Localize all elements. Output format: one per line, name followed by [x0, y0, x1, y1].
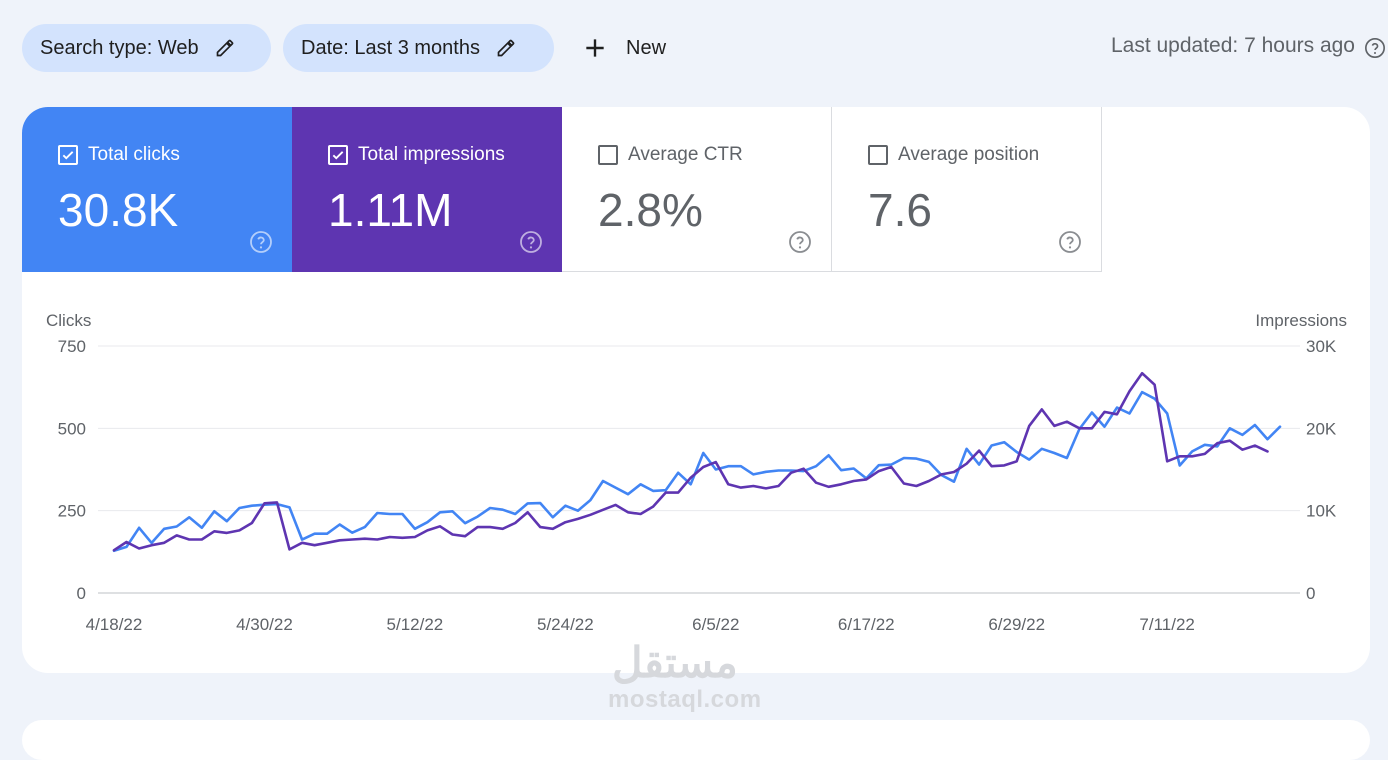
metric-value: 7.6	[868, 184, 932, 236]
metric-label: Total impressions	[358, 144, 505, 165]
metric-average-position[interactable]: Average position 7.6	[832, 107, 1102, 272]
y-tick-right: 0	[1306, 584, 1315, 603]
metric-value: 1.11M	[328, 184, 453, 236]
watermark-text: mostaql.com	[608, 686, 762, 713]
help-icon[interactable]	[788, 230, 812, 259]
performance-card: 750 30K 500 20K 250 10K 0 0 4/18/22 4/30/22 5/12/2…	[22, 107, 1370, 673]
metric-average-ctr[interactable]: Average CTR 2.8%	[562, 107, 832, 272]
x-tick-label: 5/24/22	[537, 615, 594, 634]
y-axis-left-title: Clicks	[46, 311, 91, 330]
y-tick-left: 0	[77, 584, 86, 603]
search-type-filter-chip[interactable]: Search type: Web	[22, 24, 271, 72]
new-filter-button[interactable]: New	[582, 24, 666, 72]
help-icon[interactable]	[1058, 230, 1082, 259]
metric-total-clicks[interactable]: Total clicks 30.8K	[22, 107, 292, 272]
y-tick-right: 30K	[1306, 337, 1337, 356]
x-tick-label: 4/30/22	[236, 615, 293, 634]
metric-value: 2.8%	[598, 184, 703, 236]
x-tick-label: 5/12/22	[387, 615, 444, 634]
help-icon[interactable]	[1364, 37, 1386, 64]
metric-label: Total clicks	[88, 144, 180, 165]
y-tick-left: 750	[58, 337, 86, 356]
series-line-impressions[interactable]	[112, 371, 1269, 552]
x-tick-label: 6/29/22	[988, 615, 1045, 634]
metric-label: Average position	[898, 144, 1040, 165]
metric-label: Average CTR	[628, 144, 743, 165]
x-tick-label: 6/5/22	[692, 615, 739, 634]
y-tick-right: 10K	[1306, 502, 1337, 521]
x-tick-label: 4/18/22	[86, 615, 143, 634]
help-icon[interactable]	[249, 230, 273, 259]
y-axis-right-title: Impressions	[1255, 311, 1347, 330]
new-filter-label: New	[626, 36, 667, 59]
y-tick-right: 20K	[1306, 419, 1337, 438]
date-filter-chip[interactable]: Date: Last 3 months	[283, 24, 554, 72]
search-type-filter-label: Search type: Web	[40, 36, 199, 59]
y-tick-left: 250	[58, 502, 86, 521]
date-filter-label: Date: Last 3 months	[301, 36, 480, 59]
pencil-icon	[496, 38, 516, 58]
x-tick-label: 7/11/22	[1139, 615, 1194, 634]
watermark-arabic: مستقل	[612, 639, 738, 686]
checkbox-unchecked-icon[interactable]	[868, 145, 888, 165]
checkbox-unchecked-icon[interactable]	[598, 145, 618, 165]
metric-value: 30.8K	[58, 184, 179, 236]
plus-icon	[582, 35, 608, 61]
next-card	[22, 720, 1370, 760]
series-line-clicks[interactable]	[112, 390, 1282, 553]
pencil-icon	[215, 38, 235, 58]
y-tick-left: 500	[58, 419, 86, 438]
checkbox-checked-icon[interactable]	[58, 145, 78, 165]
metric-total-impressions[interactable]: Total impressions 1.11M	[292, 107, 562, 272]
help-icon[interactable]	[519, 230, 543, 259]
last-updated-text: Last updated: 7 hours ago	[1110, 34, 1355, 57]
checkbox-checked-icon[interactable]	[328, 145, 348, 165]
x-tick-label: 6/17/22	[838, 615, 895, 634]
